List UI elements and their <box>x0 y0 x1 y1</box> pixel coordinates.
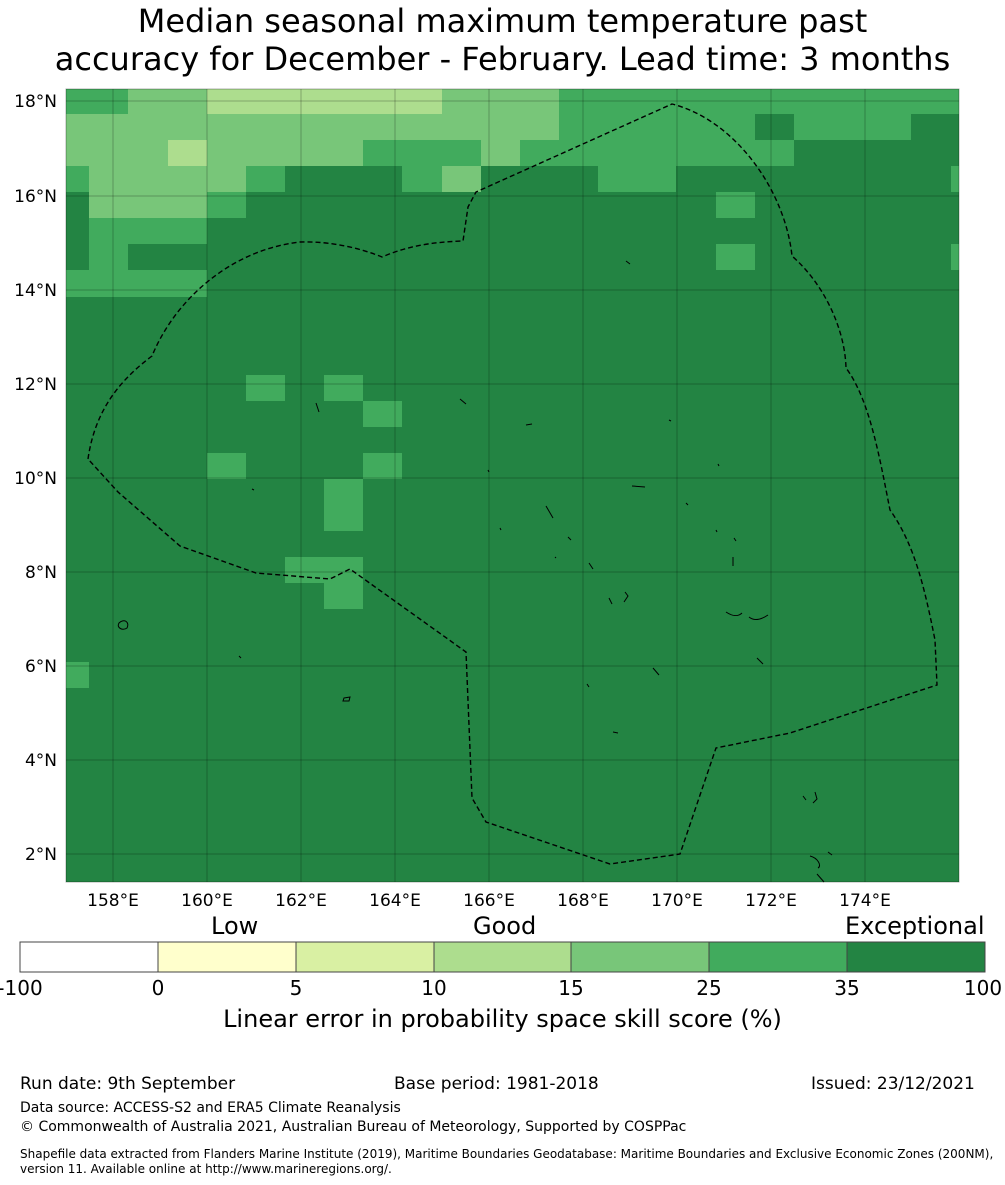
lon-label-160e: 160°E <box>181 891 233 911</box>
lon-label-164e: 164°E <box>369 891 421 911</box>
colorbar-tick: 25 <box>696 976 722 1000</box>
colorbar-segment <box>708 941 848 973</box>
colorbar-segment <box>570 941 710 973</box>
lat-label-14n: 14°N <box>14 281 57 301</box>
issued-date: Issued: 23/12/2021 <box>811 1074 975 1094</box>
map-frame <box>65 88 960 883</box>
map-title-line-2: accuracy for December - February. Lead t… <box>54 40 951 78</box>
lat-label-8n: 8°N <box>25 563 57 583</box>
copyright-notice: © Commonwealth of Australia 2021, Austra… <box>20 1119 687 1135</box>
colorbar-segment <box>157 941 297 973</box>
lon-label-172e: 172°E <box>745 891 797 911</box>
map-title-line-1: Median seasonal maximum temperature past <box>137 2 868 40</box>
colorbar-tick: 100 <box>963 976 1003 1000</box>
colorbar-category-good: Good <box>473 912 537 940</box>
colorbar-tick: -100 <box>0 976 43 1000</box>
lon-label-168e: 168°E <box>557 891 609 911</box>
colorbar-tick: 15 <box>558 976 584 1000</box>
lat-label-2n: 2°N <box>25 845 57 865</box>
data-source: Data source: ACCESS-S2 and ERA5 Climate … <box>20 1100 401 1116</box>
colorbar-tick: 5 <box>289 976 303 1000</box>
colorbar-category-low: Low <box>211 912 259 940</box>
lon-label-174e: 174°E <box>839 891 891 911</box>
colorbar-tick: 35 <box>834 976 860 1000</box>
shapefile-credit: Shapefile data extracted from Flanders M… <box>20 1147 994 1176</box>
map-background <box>66 89 959 882</box>
graticule <box>66 89 959 882</box>
colorbar-segment <box>19 941 159 973</box>
lat-label-6n: 6°N <box>25 657 57 677</box>
colorbar-segment <box>295 941 435 973</box>
colorbar-tick: 10 <box>421 976 447 1000</box>
lon-label-162e: 162°E <box>275 891 327 911</box>
eez-boundary <box>87 103 938 865</box>
lat-label-4n: 4°N <box>25 751 57 771</box>
colorbar-segment <box>846 941 986 973</box>
run-date: Run date: 9th September <box>20 1074 236 1094</box>
lon-label-166e: 166°E <box>463 891 515 911</box>
islands <box>117 260 833 883</box>
lat-label-16n: 16°N <box>14 187 57 207</box>
colorbar-segment <box>433 941 572 973</box>
lon-label-158e: 158°E <box>87 891 139 911</box>
colorbar-tick: 0 <box>151 976 165 1000</box>
colorbar-label: Linear error in probability space skill … <box>223 1005 782 1033</box>
lon-label-170e: 170°E <box>651 891 703 911</box>
lat-label-12n: 12°N <box>14 375 57 395</box>
colorbar <box>19 941 986 973</box>
lat-label-10n: 10°N <box>14 469 57 489</box>
base-period: Base period: 1981-2018 <box>394 1074 599 1094</box>
lat-label-18n: 18°N <box>14 92 57 112</box>
skill-cells <box>66 89 959 688</box>
colorbar-category-exceptional: Exceptional <box>845 912 985 940</box>
